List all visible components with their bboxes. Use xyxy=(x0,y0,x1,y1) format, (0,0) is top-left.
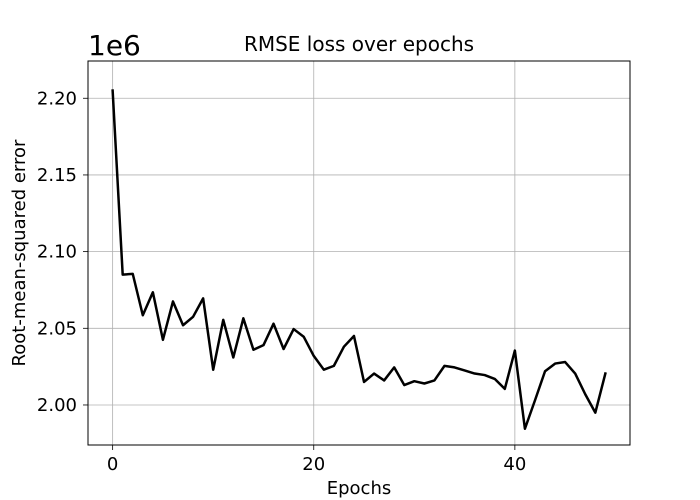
y-tick-label: 2.15 xyxy=(37,165,77,186)
data-series xyxy=(111,89,607,430)
x-axis-label: Epochs xyxy=(327,478,392,499)
y-axis-offset-label: 1e6 xyxy=(88,29,141,62)
y-axis-label: Root-mean-squared error xyxy=(9,139,30,366)
y-tick-label: 2.10 xyxy=(37,242,77,263)
y-tick-label: 2.00 xyxy=(37,395,77,416)
chart-title: RMSE loss over epochs xyxy=(244,32,474,56)
x-tick-label: 40 xyxy=(503,454,526,475)
y-tick-label: 2.20 xyxy=(37,88,77,109)
axis-ticks: 0 20 40 2.00 2.05 2.10 2.15 2.20 xyxy=(37,88,526,475)
y-tick-label: 2.05 xyxy=(37,318,77,339)
grid-lines xyxy=(88,61,630,445)
x-tick-label: 20 xyxy=(302,454,325,475)
series-line xyxy=(111,89,607,430)
plot-frame xyxy=(87,60,631,446)
x-tick-label: 0 xyxy=(107,454,118,475)
